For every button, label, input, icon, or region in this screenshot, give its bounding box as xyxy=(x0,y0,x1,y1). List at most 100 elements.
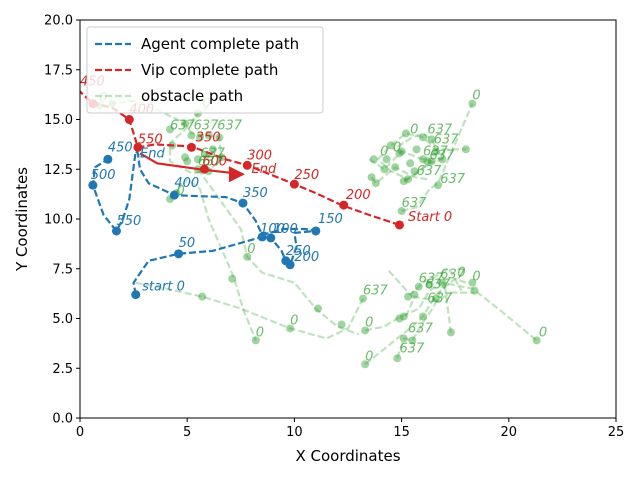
agent-path-layer xyxy=(88,150,321,300)
obstacle-point-label: 637 xyxy=(399,341,425,356)
obstacle-point-marker xyxy=(198,292,207,301)
y-tick-label: 0.0 xyxy=(52,412,73,427)
vip-point-marker xyxy=(242,160,252,170)
vip-point-label: End xyxy=(252,162,277,177)
obstacle-point-marker xyxy=(183,157,192,166)
vip-point-marker xyxy=(289,179,299,189)
obstacle-point-marker xyxy=(399,177,408,186)
obstacle-point-marker xyxy=(414,282,423,291)
y-tick-label: 5.0 xyxy=(52,312,73,327)
vip-point-label: 300 xyxy=(247,148,272,163)
obstacle-point-label: 637 xyxy=(417,164,443,179)
vip-point-marker xyxy=(186,142,196,152)
obstacle-point-label: 637 xyxy=(434,132,460,147)
obstacle-point-label: 637 xyxy=(419,272,445,287)
vip-path-line xyxy=(79,90,400,227)
obstacle-point-marker xyxy=(395,149,404,158)
obstacle-point-marker xyxy=(313,304,322,313)
obstacle-point-label: 637 xyxy=(408,321,434,336)
agent-point-marker xyxy=(131,290,141,300)
legend-entry-obstacle: obstacle path xyxy=(141,87,243,105)
obstacle-point-marker xyxy=(187,131,196,140)
obstacle-point-label: 0 xyxy=(247,242,255,257)
obstacle-point-marker xyxy=(361,360,370,369)
agent-point-label: 450 xyxy=(108,140,133,155)
obstacle-point-label: 0 xyxy=(290,313,298,328)
obstacle-point-label: 0 xyxy=(256,325,264,340)
x-tick-label: 0 xyxy=(76,425,84,440)
legend-entry-vip: Vip complete path xyxy=(141,61,278,79)
obstacle-point-label: 637 xyxy=(423,144,449,159)
obstacle-path-line xyxy=(392,132,444,183)
obstacle-point-label: 0 xyxy=(380,144,388,159)
obstacle-point-marker xyxy=(468,278,477,287)
agent-point-marker xyxy=(111,226,121,236)
y-tick-label: 7.5 xyxy=(52,262,73,277)
agent-point-label: 500 xyxy=(91,168,116,183)
y-tick-label: 15.0 xyxy=(44,113,73,128)
obstacle-point-marker xyxy=(438,278,447,287)
obstacle-point-marker xyxy=(251,336,260,345)
vip-point-label: 550 xyxy=(138,132,163,147)
obstacle-point-marker xyxy=(404,175,413,184)
y-axis-label: Y Coordinates xyxy=(13,167,31,272)
obstacle-point-marker xyxy=(367,173,376,182)
vip-point-label: 600 xyxy=(202,154,227,169)
obstacle-point-marker xyxy=(380,165,389,174)
obstacle-point-marker xyxy=(393,354,402,363)
obstacle-point-marker xyxy=(427,135,436,144)
vip-end-leg-line xyxy=(139,152,244,176)
vip-point-label: Start 0 xyxy=(408,210,452,225)
vip-point-marker xyxy=(339,200,349,210)
obstacle-point-marker xyxy=(431,147,440,156)
vip-point-label: 250 xyxy=(294,168,319,183)
vip-point-label: 200 xyxy=(346,188,371,203)
obstacle-point-label: 637 xyxy=(194,118,220,133)
obstacle-point-marker xyxy=(438,155,447,164)
agent-point-marker xyxy=(169,190,179,200)
vip-path-layer xyxy=(79,90,404,230)
obstacle-point-marker xyxy=(397,147,406,156)
agent-point-label: 100 xyxy=(260,222,285,237)
obstacle-point-marker xyxy=(446,328,455,337)
obstacle-path-line xyxy=(169,178,257,341)
obstacle-point-marker xyxy=(166,125,175,134)
obstacle-point-marker xyxy=(215,133,224,142)
agent-point-label: 250 xyxy=(286,244,311,259)
obstacle-point-label: 0 xyxy=(472,270,480,285)
obstacle-point-marker xyxy=(371,179,380,188)
legend-box xyxy=(86,26,324,114)
agent-point-marker xyxy=(174,249,184,259)
vip-point-label: 350 xyxy=(196,130,221,145)
obstacle-point-marker xyxy=(181,119,190,128)
obstacle-point-label: 0 xyxy=(176,184,184,199)
obstacle-point-marker xyxy=(427,157,436,166)
y-tick-label: 20.0 xyxy=(44,14,73,29)
obstacle-point-label: 637 xyxy=(402,196,428,211)
obstacle-point-label: 637 xyxy=(440,268,466,283)
obstacle-point-marker xyxy=(470,286,479,295)
obstacle-path-line xyxy=(197,168,360,336)
obstacle-point-label: 637 xyxy=(170,118,196,133)
agent-point-marker xyxy=(311,226,321,236)
agent-point-label: 550 xyxy=(116,214,141,229)
obstacle-path-line xyxy=(364,281,538,342)
obstacle-point-marker xyxy=(461,145,470,154)
obstacle-point-label: 0 xyxy=(539,325,547,340)
agent-point-marker xyxy=(257,232,267,242)
y-tick-label: 2.5 xyxy=(52,362,73,377)
obstacle-path-line xyxy=(135,281,364,340)
obstacle-point-marker xyxy=(286,324,295,333)
agent-point-label: 50 xyxy=(179,236,196,251)
obstacle-point-marker xyxy=(395,314,404,323)
obstacle-point-marker xyxy=(181,153,190,162)
obstacle-point-marker xyxy=(359,294,368,303)
agent-point-marker xyxy=(103,154,113,164)
obstacle-point-marker xyxy=(423,157,432,166)
obstacle-point-label: 637 xyxy=(429,148,455,163)
obstacle-path-line xyxy=(404,291,475,317)
obstacle-point-marker xyxy=(391,163,400,172)
obstacle-point-marker xyxy=(406,159,415,168)
y-axis-ticks: 0.0 2.5 5.0 7.5 10.0 12.5 15.0 17.5 20.0 xyxy=(44,14,80,427)
